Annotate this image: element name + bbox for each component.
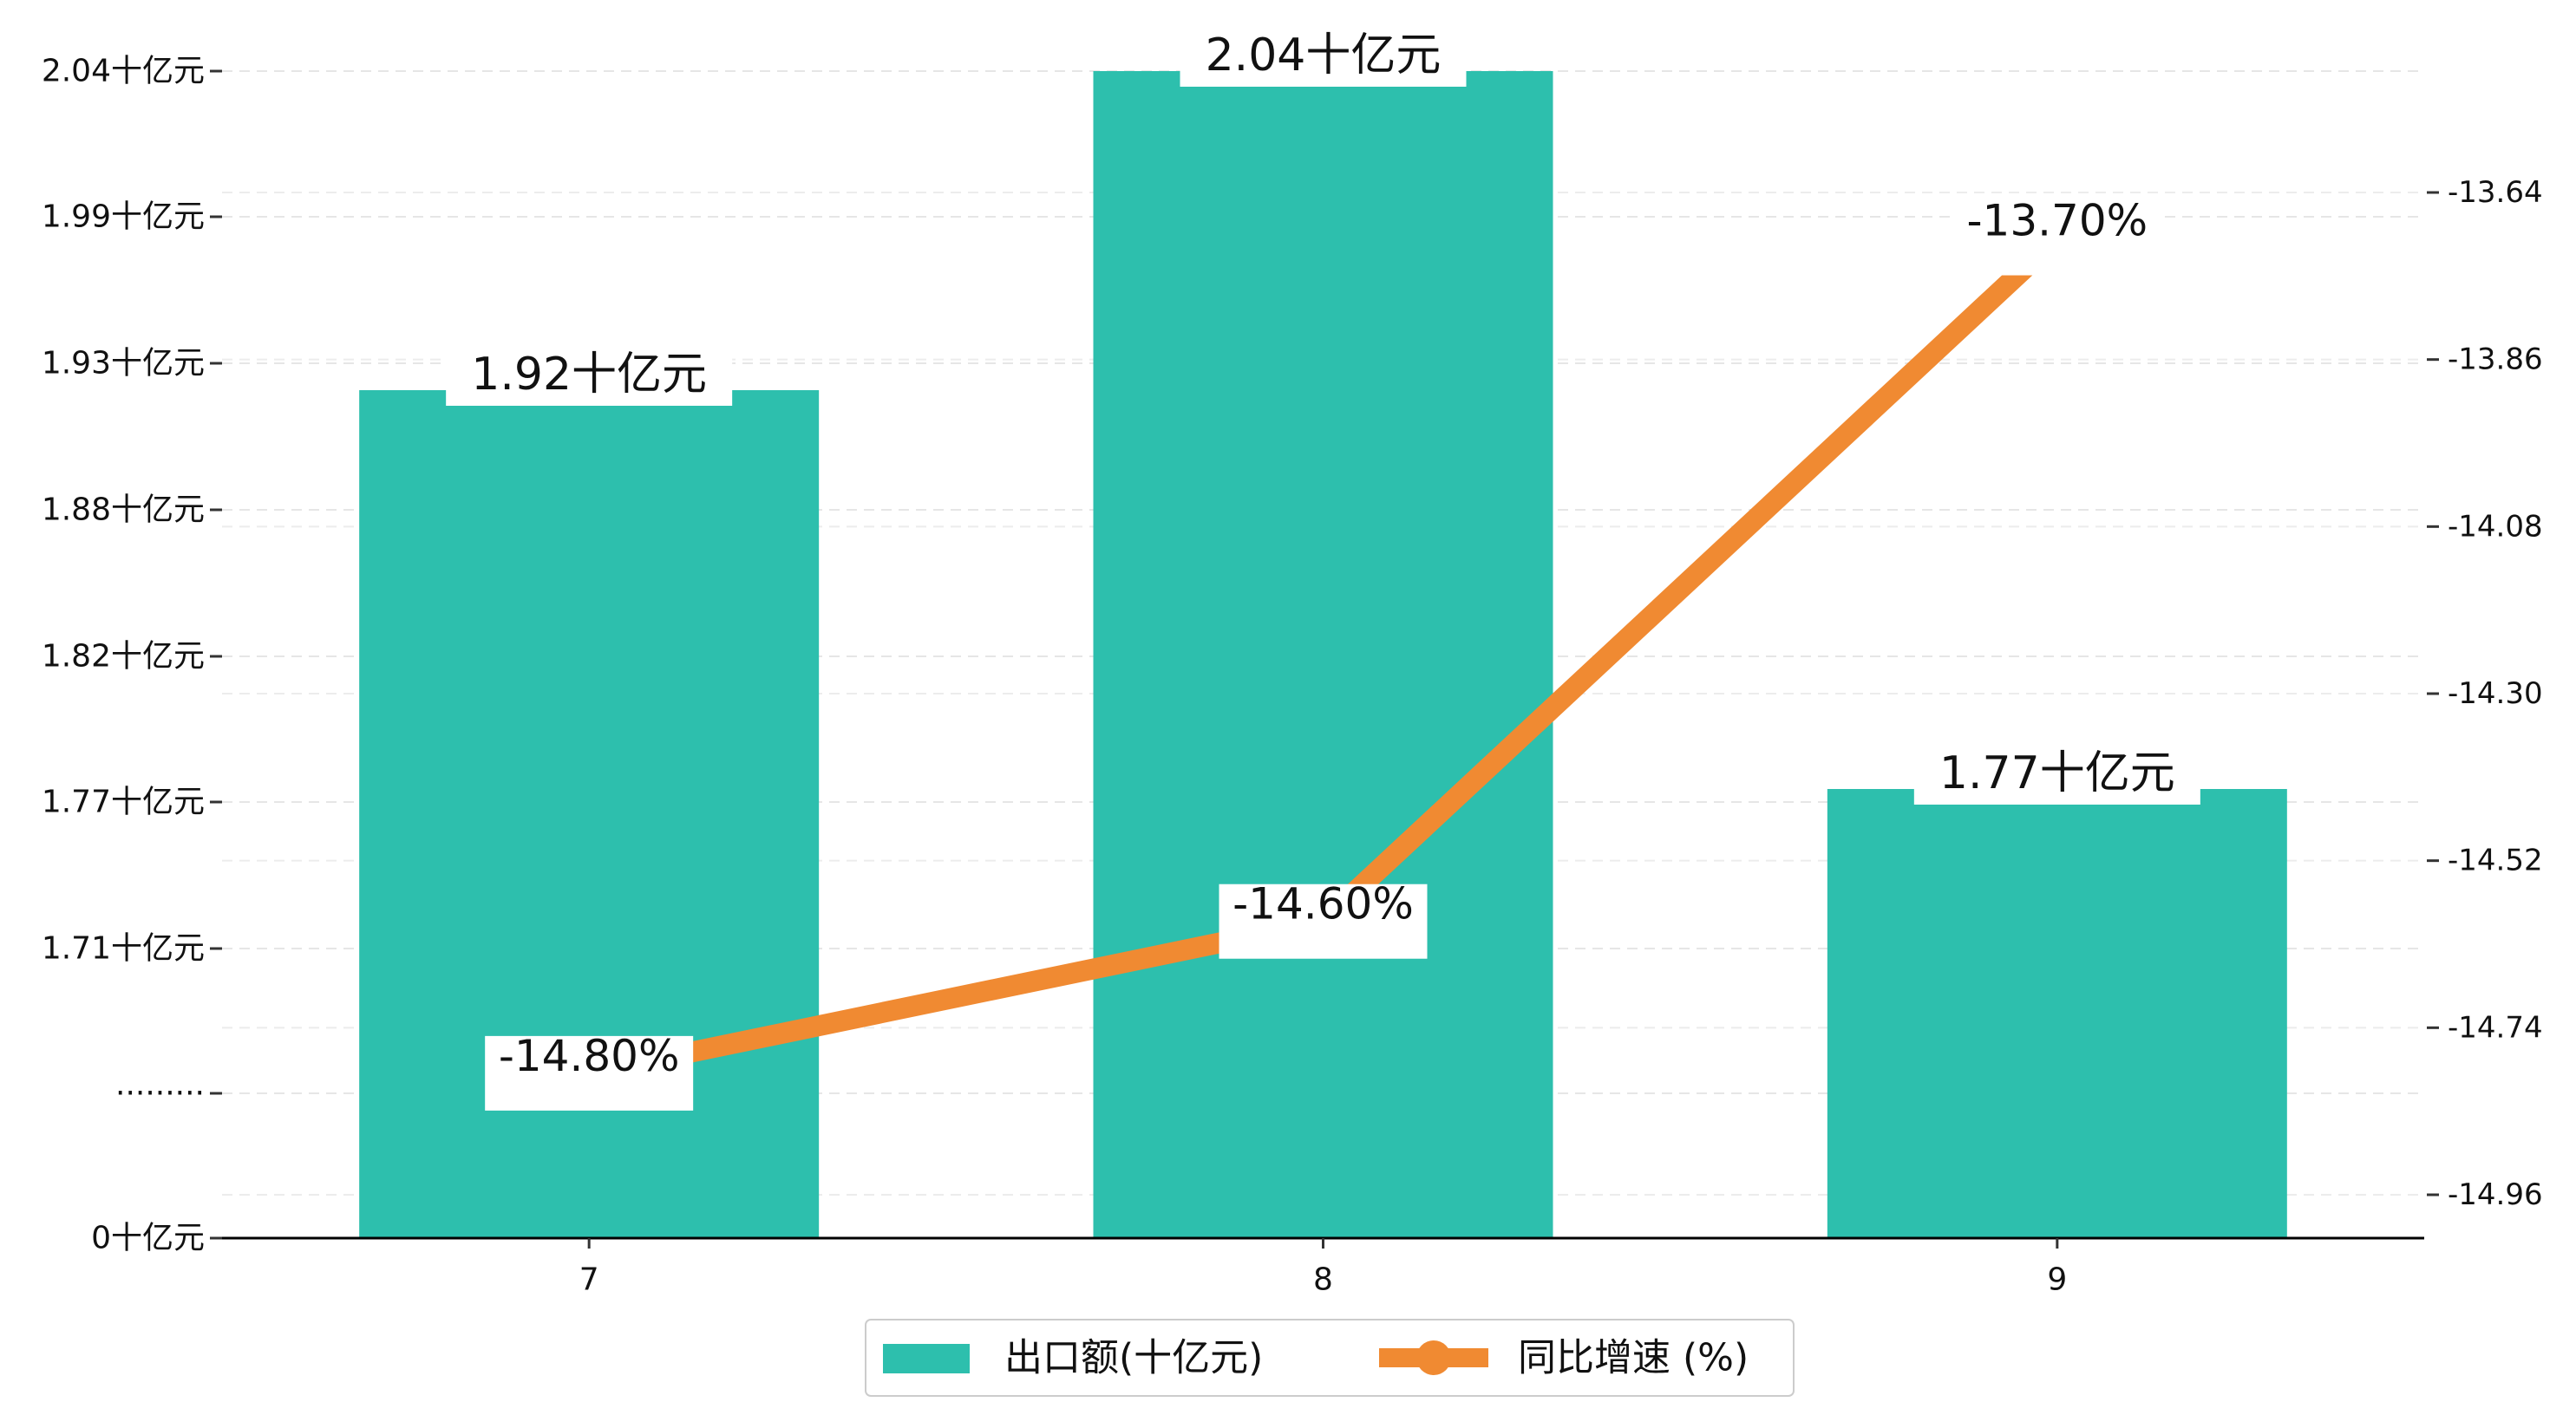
bar-value-label-box: [1913, 744, 2200, 805]
bar-value-label: 1.77十亿元: [1939, 747, 2175, 799]
line-value-label-box: [1952, 200, 2161, 276]
legend: 出口额(十亿元) 同比增速 (%): [865, 1319, 1795, 1397]
bar-value-label-box: [1180, 26, 1467, 87]
y-left-tick-label: 1.82十亿元: [42, 639, 205, 675]
line-value-label-box: [485, 1035, 694, 1111]
y-left-tick-label: 1.88十亿元: [42, 492, 205, 528]
bar-7: [359, 390, 820, 1238]
legend-line-label: 同比增速 (%): [1518, 1336, 1749, 1380]
bar-8: [1093, 71, 1553, 1238]
y-right-tick-label: -14.96: [2448, 1177, 2543, 1212]
y-right-tick-label: -13.86: [2448, 342, 2543, 377]
legend-bar-label: 出口额(十亿元): [1004, 1336, 1263, 1380]
legend-line-marker: [1416, 1340, 1451, 1375]
bar-value-label: 1.92十亿元: [471, 349, 707, 401]
data-labels: 1.92十亿元 2.04十亿元 1.77十亿元 -14.80% -14.60% -13.7…: [446, 26, 2200, 1111]
y-left-tick-label: 0十亿元: [91, 1221, 205, 1256]
line-value-label: -14.80%: [499, 1031, 680, 1081]
y-left-tick-label: 1.99十亿元: [42, 199, 205, 235]
bars: [359, 71, 2287, 1238]
line-value-label-box: [1219, 884, 1428, 959]
y-right-tick-label: -14.30: [2448, 676, 2543, 711]
y-right-tick-label: -14.52: [2448, 844, 2543, 878]
x-tick-label: 7: [579, 1262, 599, 1298]
legend-bar-swatch: [883, 1344, 970, 1373]
y-right-tick-label: -14.74: [2448, 1010, 2543, 1045]
y-right-tick-label: -13.64: [2448, 175, 2543, 210]
y-left-tick-label: 2.04十亿元: [42, 54, 205, 89]
bar-value-label: 2.04十亿元: [1206, 29, 1442, 82]
x-tick-label: 8: [1313, 1262, 1333, 1298]
bar-9: [1827, 789, 2287, 1238]
y-left-tick-label: 1.71十亿元: [42, 931, 205, 967]
axes: 0十亿元 ········· 1.71十亿元 1.77十亿元 1.82十亿元 1.88十亿…: [42, 54, 2543, 1298]
bar-value-label-box: [446, 345, 733, 406]
y-left-tick-label: ·········: [115, 1076, 205, 1112]
line-value-label: -14.60%: [1232, 879, 1414, 929]
x-tick-label: 9: [2047, 1262, 2067, 1298]
y-right-tick-label: -14.08: [2448, 509, 2543, 544]
y-left-tick-label: 1.77十亿元: [42, 785, 205, 820]
line-value-label: -13.70%: [1966, 196, 2148, 246]
legend-box: [865, 1319, 1795, 1397]
y-left-tick-label: 1.93十亿元: [42, 346, 205, 381]
